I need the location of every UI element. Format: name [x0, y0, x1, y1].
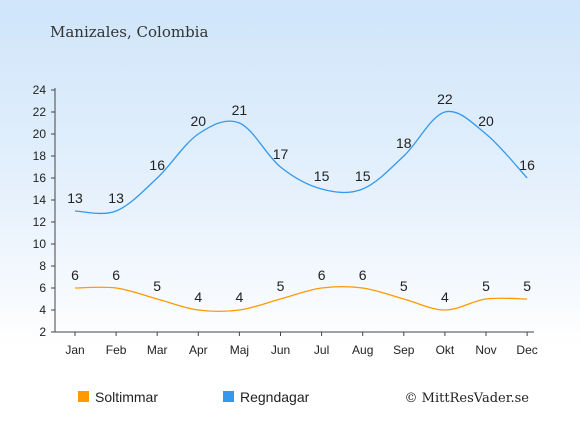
data-label-soltimmar: 5: [277, 278, 285, 294]
x-tick-label: Jan: [65, 343, 84, 357]
y-tick-label: 2: [39, 325, 46, 339]
legend-label-regndagar: Regndagar: [240, 389, 310, 405]
y-tick-label: 12: [33, 215, 47, 229]
legend-swatch-regndagar: [223, 391, 234, 402]
credit-text: © MittResVader.se: [405, 391, 530, 406]
y-tick-label: 14: [33, 193, 47, 207]
x-tick-label: Apr: [189, 343, 208, 357]
data-label-soltimmar: 4: [194, 289, 202, 305]
x-tick-label: Jun: [271, 343, 290, 357]
y-tick-label: 20: [33, 127, 47, 141]
y-tick-label: 24: [33, 83, 47, 97]
x-tick-label: Aug: [352, 343, 373, 357]
y-tick-label: 10: [33, 237, 47, 251]
series-line-regndagar: [74, 110, 528, 215]
x-tick-label: Jul: [314, 343, 329, 357]
data-label-soltimmar: 6: [318, 267, 326, 283]
x-tick-label: Dec: [516, 343, 537, 357]
y-tick-label: 18: [33, 149, 47, 163]
data-label-regndagar: 13: [108, 190, 124, 206]
data-label-soltimmar: 5: [400, 278, 408, 294]
data-labels: 6 6 5 4 4 5 6 6 5 4 5 5 13 13 16 20 21 17 15 15 18 22 20 16: [67, 91, 535, 305]
legend-swatch-soltimmar: [78, 391, 89, 402]
x-tick-label: Nov: [475, 343, 496, 357]
data-label-soltimmar: 5: [153, 278, 161, 294]
data-label-soltimmar: 4: [441, 289, 449, 305]
x-tick-label: Sep: [393, 343, 415, 357]
y-tick-label: 8: [39, 259, 46, 273]
legend-label-soltimmar: Soltimmar: [95, 389, 158, 405]
y-tick-label: 4: [39, 303, 46, 317]
data-label-regndagar: 20: [191, 113, 207, 129]
chart-title: Manizales, Colombia: [50, 23, 208, 41]
data-label-soltimmar: 5: [523, 278, 531, 294]
x-tick-label: Maj: [230, 343, 249, 357]
data-label-regndagar: 22: [437, 91, 453, 107]
y-tick-label: 22: [33, 105, 47, 119]
data-label-regndagar: 15: [355, 168, 371, 184]
data-label-soltimmar: 6: [359, 267, 367, 283]
data-label-regndagar: 15: [314, 168, 330, 184]
data-label-regndagar: 21: [232, 102, 248, 118]
x-tick-label: Mar: [147, 343, 168, 357]
data-label-soltimmar: 6: [71, 267, 79, 283]
x-axis-ticks: Jan Feb Mar Apr Maj Jun Jul Aug Sep Okt Nov Dec: [65, 332, 538, 357]
y-tick-label: 16: [33, 171, 47, 185]
y-tick-label: 6: [39, 281, 46, 295]
data-label-soltimmar: 4: [236, 289, 244, 305]
data-label-soltimmar: 5: [482, 278, 490, 294]
data-label-regndagar: 17: [273, 146, 289, 162]
data-label-regndagar: 20: [478, 113, 494, 129]
data-label-soltimmar: 6: [112, 267, 120, 283]
data-label-regndagar: 16: [149, 157, 165, 173]
data-label-regndagar: 16: [519, 157, 535, 173]
series-line-soltimmar: [74, 285, 528, 313]
data-label-regndagar: 18: [396, 135, 412, 151]
series-layer: [74, 110, 528, 313]
x-tick-label: Okt: [436, 343, 455, 357]
data-label-regndagar: 13: [67, 190, 83, 206]
x-tick-label: Feb: [106, 343, 127, 357]
